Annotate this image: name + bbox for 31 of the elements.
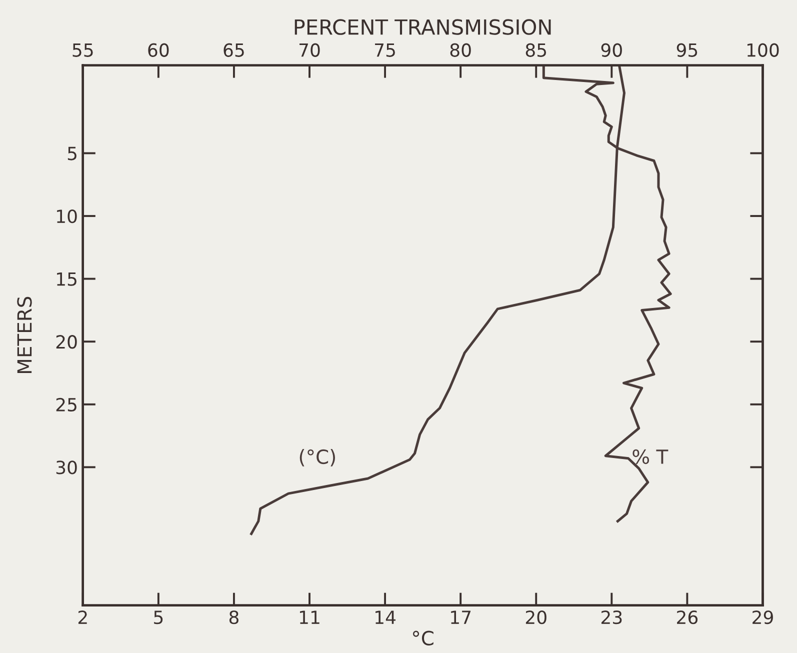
x-tick-label: 11 — [300, 610, 320, 624]
x2-tick-label: 100 — [747, 43, 779, 57]
x2-tick-label: 70 — [299, 43, 320, 57]
y-tick-label: 10 — [57, 209, 77, 224]
x-tick-label: 26 — [677, 610, 698, 624]
y-axis-title: METERS — [17, 296, 32, 373]
series-label: % T — [632, 449, 668, 464]
y-tick-label: 30 — [56, 460, 77, 474]
x-tick-label: 14 — [376, 610, 396, 624]
x2-axis-title: PERCENT TRANSMISSION — [294, 19, 551, 35]
x-tick-label: 29 — [752, 610, 773, 624]
x-tick-label: 5 — [154, 610, 163, 624]
y-tick-label: 20 — [56, 335, 77, 349]
x2-tick-label: 60 — [148, 43, 169, 57]
x2-tick-label: 80 — [450, 43, 471, 57]
y-tick-label: 5 — [68, 146, 76, 160]
x2-tick-label: 65 — [224, 43, 244, 57]
x-tick-label: 23 — [601, 610, 622, 624]
x2-tick-label: 55 — [72, 44, 93, 57]
x-axis-title: °C — [413, 630, 434, 646]
x-tick-label: 8 — [229, 610, 238, 624]
y-tick-label: 15 — [57, 272, 76, 286]
x-tick-label: 20 — [526, 610, 546, 624]
x-tick-label: 17 — [451, 610, 471, 624]
series-label: (°C) — [300, 449, 335, 466]
x-tick-label: 2 — [78, 610, 87, 624]
x2-tick-label: 85 — [526, 43, 546, 57]
y-tick-label: 25 — [56, 398, 76, 412]
x2-tick-label: 75 — [375, 44, 395, 57]
x2-tick-label: 90 — [601, 43, 622, 57]
x2-tick-label: 95 — [676, 43, 698, 57]
